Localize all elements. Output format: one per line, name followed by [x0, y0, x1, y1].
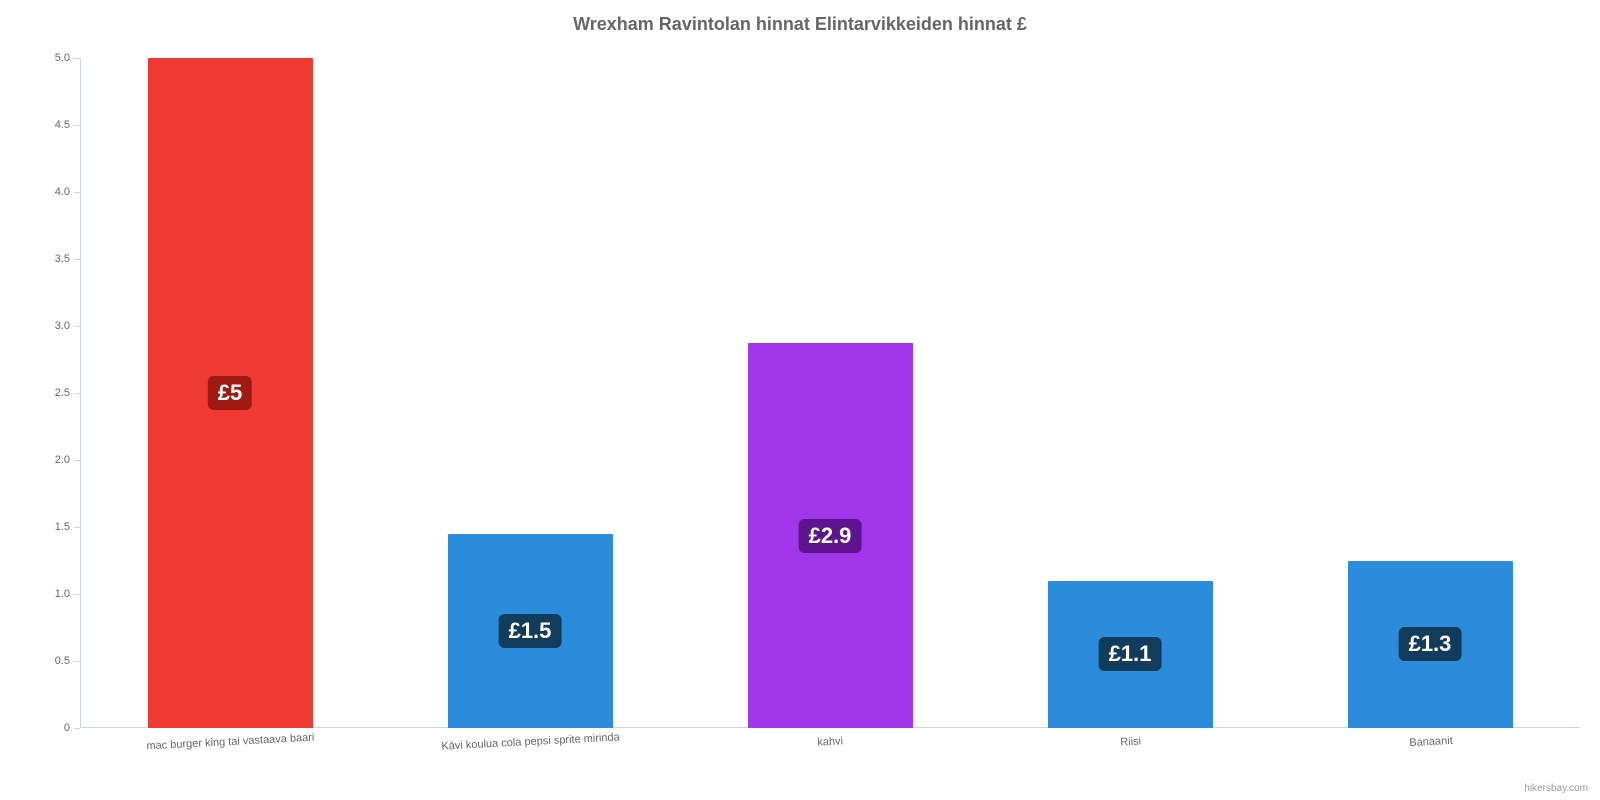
ytick-mark: [74, 728, 80, 729]
plot-area: £5mac burger king tai vastaava baari£1.5…: [80, 58, 1580, 728]
ytick-mark: [74, 58, 80, 59]
ytick-mark: [74, 661, 80, 662]
ytick-mark: [74, 594, 80, 595]
ytick-mark: [74, 393, 80, 394]
bar: £1.1: [1048, 581, 1213, 728]
ytick-label: 3.5: [55, 253, 70, 265]
value-badge: £1.3: [1399, 627, 1462, 661]
chart-title: Wrexham Ravintolan hinnat Elintarvikkeid…: [0, 14, 1600, 35]
xtick-label: Banaanit: [1409, 735, 1453, 749]
ytick-mark: [74, 192, 80, 193]
value-badge: £2.9: [799, 519, 862, 553]
value-badge: £5: [208, 376, 252, 410]
xtick-label: kahvi: [817, 735, 843, 748]
ytick-label: 2.5: [55, 387, 70, 399]
plot-inner: £5mac burger king tai vastaava baari£1.5…: [80, 58, 1580, 728]
ytick-mark: [74, 460, 80, 461]
price-bar-chart: Wrexham Ravintolan hinnat Elintarvikkeid…: [0, 0, 1600, 800]
ytick-label: 0: [64, 722, 70, 734]
bar: £2.9: [748, 343, 913, 728]
xtick-label: Riisi: [1120, 735, 1141, 748]
ytick-label: 5.0: [55, 52, 70, 64]
xtick-label: Kävi koulua cola pepsi sprite mirinda: [441, 731, 620, 752]
ytick-mark: [74, 125, 80, 126]
ytick-label: 3.0: [55, 320, 70, 332]
bar: £5: [148, 58, 313, 728]
credits-label: hikersbay.com: [1524, 783, 1588, 794]
value-badge: £1.1: [1099, 637, 1162, 671]
ytick-label: 1.5: [55, 521, 70, 533]
ytick-label: 4.5: [55, 119, 70, 131]
ytick-mark: [74, 527, 80, 528]
bar: £1.3: [1348, 561, 1513, 729]
value-badge: £1.5: [499, 614, 562, 648]
bar: £1.5: [448, 534, 613, 728]
ytick-label: 4.0: [55, 186, 70, 198]
ytick-mark: [74, 326, 80, 327]
ytick-label: 0.5: [55, 655, 70, 667]
ytick-label: 1.0: [55, 588, 70, 600]
ytick-mark: [74, 259, 80, 260]
xtick-label: mac burger king tai vastaava baari: [146, 732, 315, 753]
ytick-label: 2.0: [55, 454, 70, 466]
